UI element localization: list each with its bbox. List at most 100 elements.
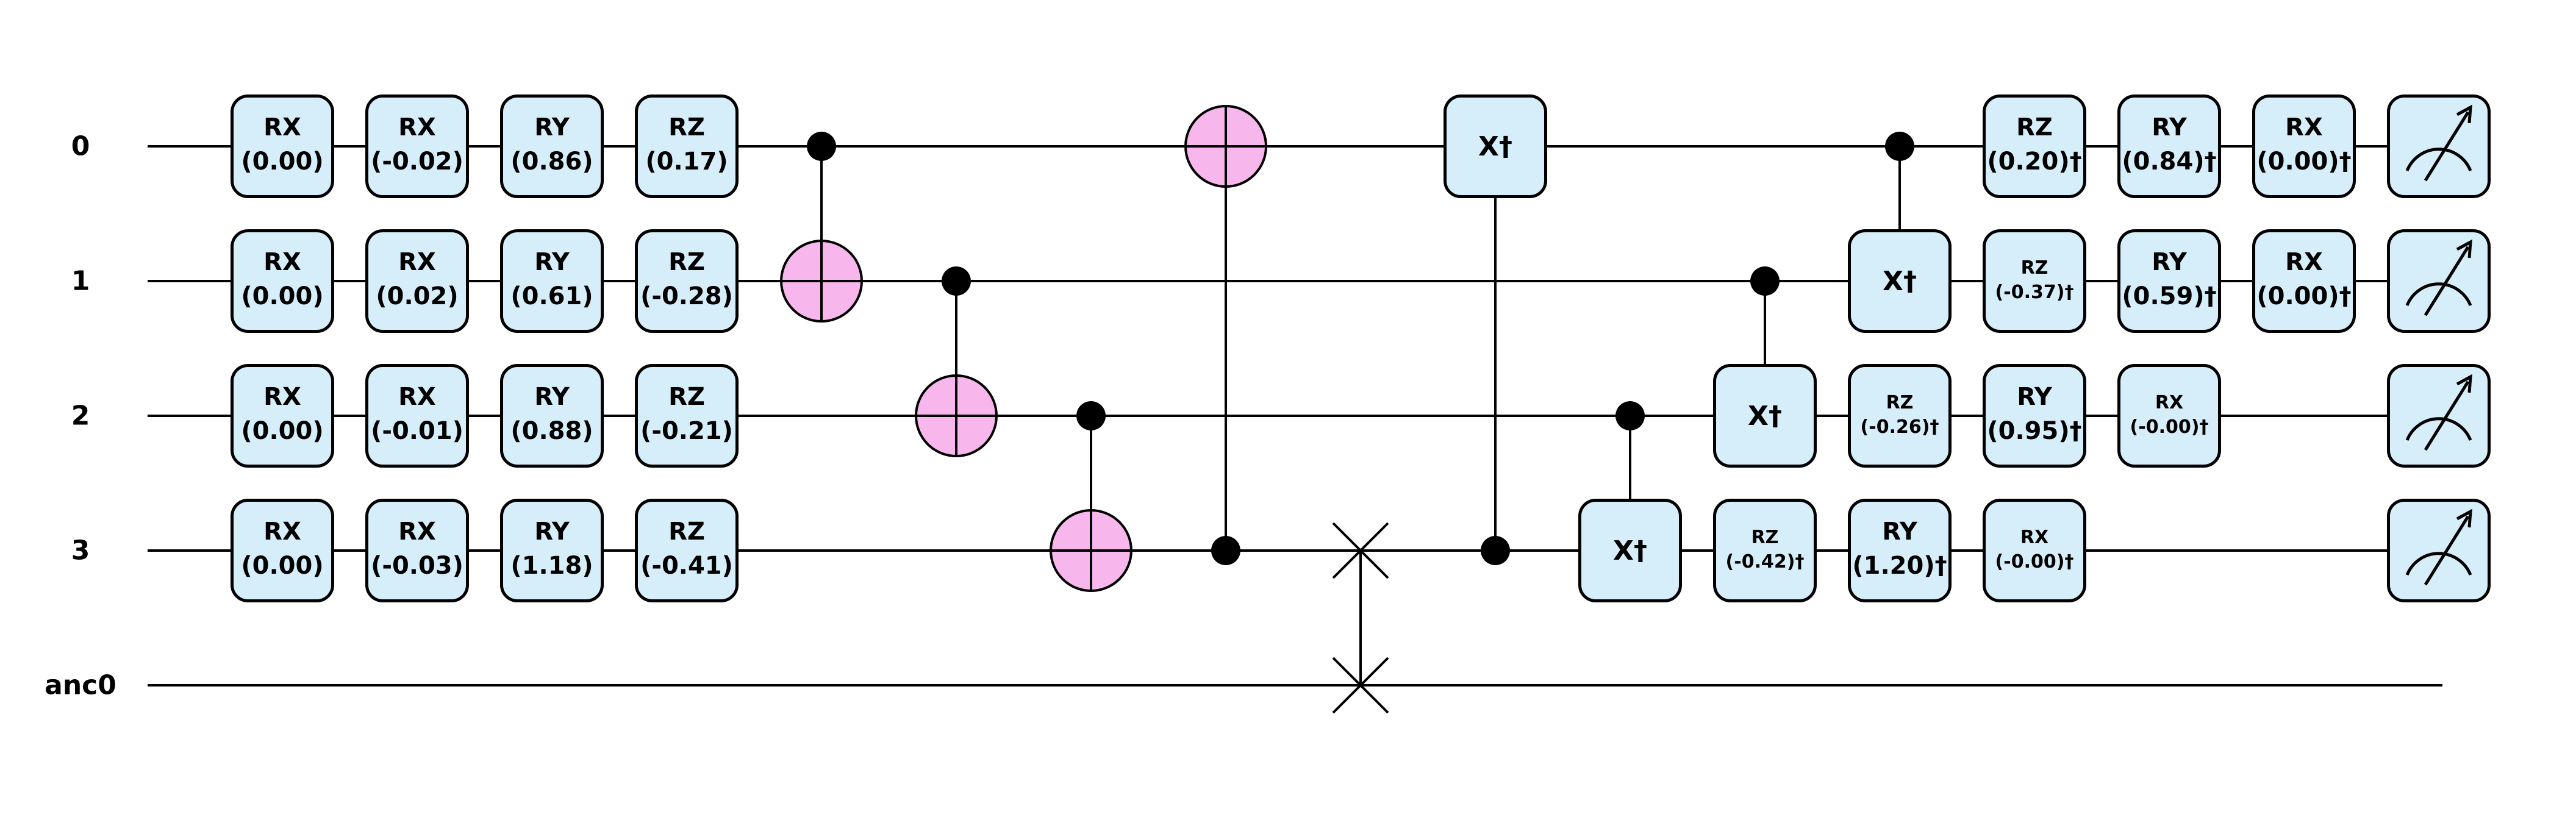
control-dot [1885,132,1914,161]
gate-label: RY [1882,518,1918,546]
gate-param: (0.61) [510,282,593,310]
gate-label: RZ [668,248,705,276]
gate-label: RX [2285,113,2323,141]
gate-param: (-0.01) [371,417,463,445]
rotation-gate: RX (0.00) [231,95,334,198]
gate-label: RX [263,518,301,546]
measurement-gate [2387,364,2491,468]
meter-needle [2424,515,2470,586]
gate-param: (0.00)† [2256,148,2351,176]
rotation-gate: RZ (0.20)† [1983,95,2086,198]
meter-arrowhead [2456,508,2472,528]
qubit-label: 3 [71,535,90,566]
gate-box [2117,364,2221,468]
controlled-x-dagger-gate: X† [1713,364,1817,468]
cnot-target [1050,509,1132,592]
gate-param: (-0.21) [640,417,733,445]
controlled-x-dagger-gate: X† [1578,499,1682,602]
rotation-gate: RX (0.00) [231,364,334,468]
meter-arrowhead [2456,374,2472,393]
gate-label: RX [2155,392,2183,413]
meter-icon [2405,417,2472,441]
rotation-gate: RY (0.59)† [2117,229,2221,333]
rotation-gate: RX (0.00) [231,229,334,333]
gate-label: X† [1613,535,1647,566]
rotation-gate: RX (-0.01) [365,364,469,468]
gate-label: RY [534,383,570,411]
gate-label: RY [2017,383,2053,411]
gate-box [635,229,739,333]
gate-param: (-0.02) [371,148,463,176]
qubit-label: 1 [71,266,90,297]
gate-box [500,95,604,198]
rotation-gate: RX (0.00)† [2252,95,2356,198]
rotation-gate: RZ (-0.21) [635,364,739,468]
gate-box [1578,499,1682,602]
gate-box [1713,499,1817,602]
gate-label: RX [398,248,436,276]
gate-param: (0.88) [510,417,593,445]
swap-x-icon [1332,657,1389,714]
gate-param: (0.00) [241,552,323,580]
rotation-gate: RZ (-0.37)† [1983,229,2086,333]
gate-box [365,229,469,333]
gate-param: (0.00) [241,148,323,176]
gate-param: (-0.03) [371,552,463,580]
gate-box [1983,95,2086,198]
meter-needle [2424,246,2470,316]
gate-param: (0.17) [645,148,728,176]
gate-param: (0.00) [241,417,323,445]
gate-label: RY [534,248,570,276]
rotation-gate: RX (0.00)† [2252,229,2356,333]
gate-label: RZ [668,113,705,141]
gate-box [1713,364,1817,468]
qubit-label: anc0 [45,670,116,701]
controlled-x-dagger-gate: X† [1848,229,1952,333]
rotation-gate: RX (0.00) [231,499,334,602]
rotation-gate: RZ (-0.41) [635,499,739,602]
gate-box [1444,95,1547,198]
qubit-label: 2 [71,401,90,432]
rotation-gate: RX (-0.03) [365,499,469,602]
gate-box [635,364,739,468]
rotation-gate: RZ (0.17) [635,95,739,198]
measurement-gate [2387,229,2491,333]
rotation-gate: RY (1.20)† [1848,499,1952,602]
gate-label: RX [2020,527,2048,548]
gate-param: (0.02) [376,282,458,310]
gate-box [2387,95,2491,198]
gate-param: (0.00)† [2256,282,2351,310]
rotation-gate: RY (0.95)† [1983,364,2086,468]
gate-box [231,499,334,602]
gates-layer: RX (0.00) RX (0.00) RX (0.00) RX (0.00) RX (-0.02… [231,95,2491,714]
gate-box [635,499,739,602]
rotation-gate: RX (-0.02) [365,95,469,198]
gate-param: (-0.41) [640,552,733,580]
qubit-labels: 0 1 2 3 anc0 [45,131,116,701]
gate-box [2117,229,2221,333]
rotation-gate: RY (1.18) [500,499,604,602]
gate-label: RX [398,113,436,141]
gate-label: RZ [1751,527,1779,548]
control-dot [1076,401,1106,430]
rotation-gate: RZ (-0.26)† [1848,364,1952,468]
gate-param: (-0.37)† [1995,282,2074,303]
gate-box [1983,229,2086,333]
gate-label: X† [1478,131,1512,162]
cnot-target [1184,105,1267,188]
rotation-gate: RY (0.88) [500,364,604,468]
gate-label: RZ [2016,113,2053,141]
meter-icon [2405,148,2472,171]
gate-box [365,499,469,602]
cnot-target [915,374,998,457]
gate-label: RZ [1886,392,1914,413]
meter-needle [2424,380,2470,451]
gate-label: RX [398,383,436,411]
gate-label: RZ [668,518,705,546]
gate-param: (-0.00)† [1995,551,2074,572]
gate-box [500,229,604,333]
gate-box [1983,364,2086,468]
gate-param: (1.18) [510,552,593,580]
controlled-x-dagger-gate: X† [1444,95,1547,198]
meter-icon [2405,282,2472,306]
